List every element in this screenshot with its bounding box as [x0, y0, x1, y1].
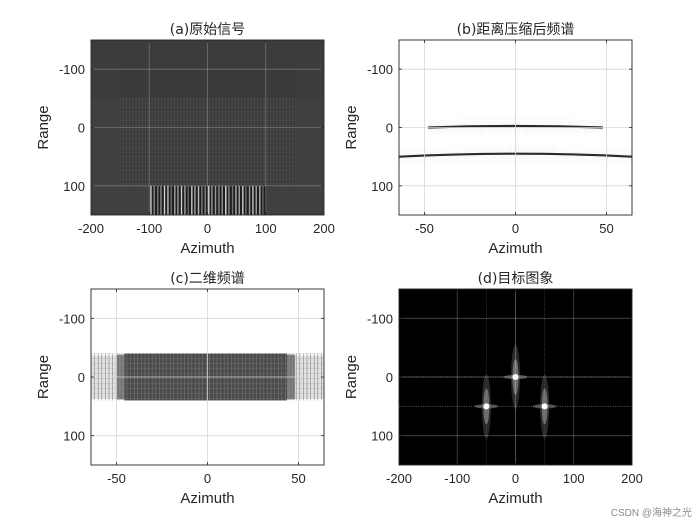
target-image-target-point: [474, 289, 499, 465]
target-image-xtick-label: 100: [563, 471, 585, 486]
range-compressed-xtick-label: 50: [599, 221, 613, 236]
panel-range-compressed: -50 0 50 -100 0 100 (b)距离压缩后频谱 Azimuth Range: [343, 21, 633, 257]
watermark-text: CSDN @海神之光: [611, 506, 692, 519]
spectrum-2d-grid: [91, 289, 324, 465]
raw-signal-xtick-label: 200: [313, 221, 335, 236]
target-image-ytick-label: -100: [367, 311, 393, 326]
raw-signal-xtick-label: 0: [204, 221, 211, 236]
raw-signal-ytick-label: 0: [78, 121, 85, 136]
spectrum-2d-ylabel: Range: [35, 355, 52, 399]
raw-signal-xtick-label: -200: [78, 221, 104, 236]
range-compressed-grid: [399, 40, 632, 215]
target-image-ylabel: Range: [343, 355, 360, 399]
raw-signal-ticks: -200 -100 0 100 200 -100 0 100: [59, 40, 335, 236]
raw-signal-ytick-label: -100: [59, 62, 85, 77]
target-image-xlabel: Azimuth: [488, 490, 542, 507]
target-image-map: [399, 289, 632, 465]
spectrum-2d-ticks: -50 0 50 -100 0 100: [59, 289, 324, 486]
raw-signal-xlabel: Azimuth: [180, 240, 234, 257]
target-image-xtick-label: -100: [444, 471, 470, 486]
raw-signal-region-stripes: [149, 185, 266, 215]
target-image-xtick-label: 0: [512, 471, 519, 486]
range-compressed-ticks: -50 0 50 -100 0 100: [367, 40, 632, 236]
raw-signal-title: (a)原始信号: [170, 22, 246, 38]
raw-signal-xtick-label: -100: [136, 221, 162, 236]
spectrum-2d-ytick-label: -100: [59, 311, 85, 326]
spectrum-2d-ytick-label: 0: [78, 370, 85, 385]
range-compressed-title: (b)距离压缩后频谱: [457, 21, 575, 38]
spectrum-2d-title: (c)二维频谱: [170, 271, 245, 287]
range-compressed-ytick-label: -100: [367, 62, 393, 77]
raw-signal-grid: [91, 40, 324, 215]
target-image-title: (d)目标图象: [478, 271, 554, 287]
target-image-target-point: [532, 289, 557, 465]
target-image-targets: [399, 289, 632, 465]
raw-signal-image: [91, 40, 324, 215]
range-compressed-xlabel: Azimuth: [488, 240, 542, 257]
range-compressed-ytick-label: 0: [386, 121, 393, 136]
raw-signal-region-texture: [119, 98, 295, 186]
spectrum-2d-ytick-label: 100: [63, 429, 85, 444]
target-image-ticks: -200 -100 0 100 200 -100 0 100: [367, 289, 643, 486]
raw-signal-ytick-label: 100: [63, 179, 85, 194]
panel-2d-spectrum: -50 0 50 -100 0 100 (c)二维频谱 Azimuth Range: [35, 271, 325, 507]
raw-signal-xtick-label: 100: [255, 221, 277, 236]
range-compressed-ytick-label: 100: [371, 179, 393, 194]
spectrum-2d-xtick-label: -50: [107, 471, 126, 486]
range-compressed-xtick-label: -50: [415, 221, 434, 236]
target-image-ytick-label: 100: [371, 429, 393, 444]
target-image-grid: [399, 289, 632, 465]
target-image-xtick-label: -200: [386, 471, 412, 486]
range-compressed-xtick-label: 0: [512, 221, 519, 236]
target-image-xtick-label: 200: [621, 471, 643, 486]
spectrum-2d-xtick-label: 50: [291, 471, 305, 486]
raw-signal-ylabel: Range: [35, 105, 52, 149]
spectrum-2d-xlabel: Azimuth: [180, 490, 234, 507]
target-image-ytick-label: 0: [386, 370, 393, 385]
spectrum-2d-xtick-label: 0: [204, 471, 211, 486]
raw-signal-region-block: [120, 69, 295, 186]
target-image-target-point: [503, 289, 528, 465]
range-compressed-ylabel: Range: [343, 105, 360, 149]
